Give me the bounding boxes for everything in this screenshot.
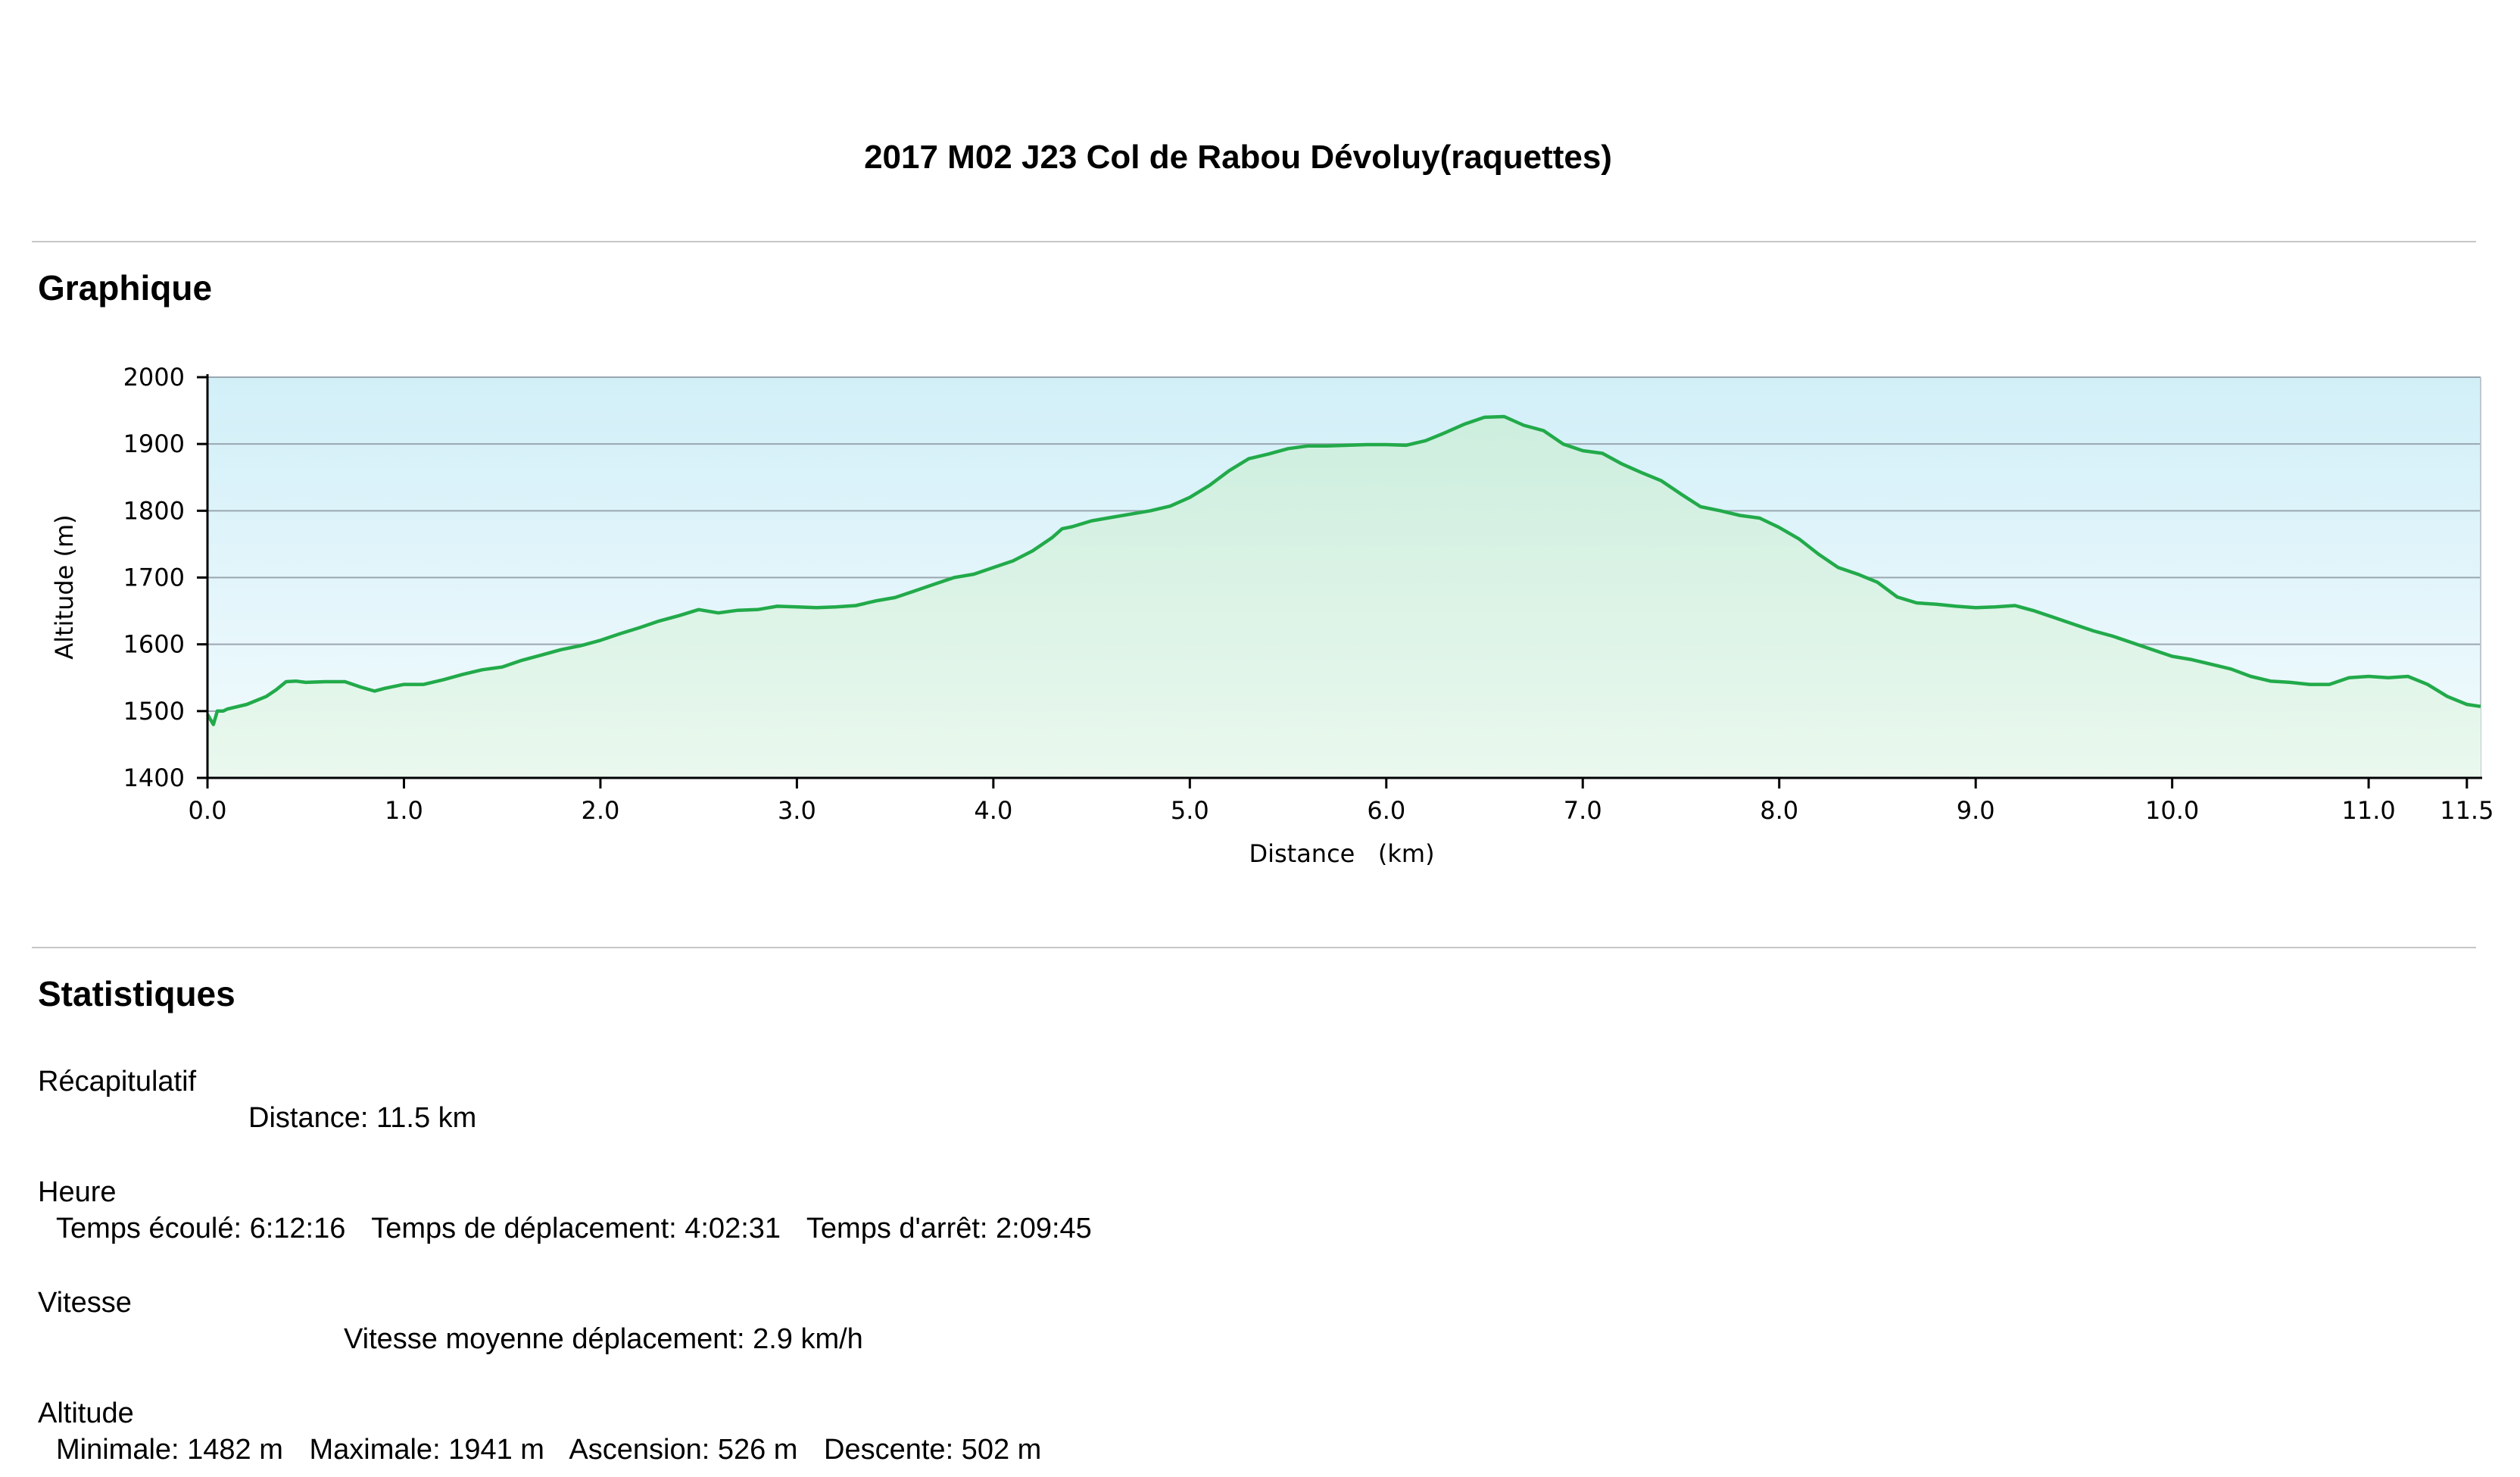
stats-recap-heading: Récapitulatif (38, 1066, 197, 1098)
y-axis-ticks: 1400 1500 1600 1700 1800 1900 2000 (123, 363, 207, 792)
y-tick-label: 1800 (123, 496, 185, 525)
chart-section-heading: Graphique (38, 268, 213, 308)
x-tick-label: 0.0 (189, 796, 227, 825)
y-tick-label: 1600 (123, 630, 185, 659)
elevation-area (207, 417, 2481, 778)
stats-vitesse-values: Vitesse moyenne déplacement: 2.9 km/h (38, 1321, 2461, 1357)
x-tick-label: 7.0 (1564, 796, 1602, 825)
stats-heure-heading: Heure (38, 1176, 117, 1208)
x-tick-label: 3.0 (778, 796, 816, 825)
stats-recap: Récapitulatif Distance: 11.5 km (38, 1063, 2461, 1136)
stats-altitude-values: Minimale: 1482 m Maximale: 1941 m Ascens… (38, 1432, 2461, 1468)
stats-heure: Heure Temps écoulé: 6:12:16 Temps de dép… (38, 1174, 2461, 1247)
y-tick-label: 1400 (123, 763, 185, 792)
stats-heure-values: Temps écoulé: 6:12:16 Temps de déplaceme… (38, 1210, 2461, 1247)
x-tick-label: 11.5 (2440, 796, 2493, 825)
stat-max-altitude: Maximale: 1941 m (309, 1434, 544, 1466)
stats-recap-values: Distance: 11.5 km (38, 1100, 2461, 1136)
y-tick-label: 1700 (123, 564, 185, 592)
x-tick-label: 11.0 (2341, 796, 2395, 825)
stat-elapsed-time: Temps écoulé: 6:12:16 (56, 1213, 346, 1244)
stats-vitesse-heading: Vitesse (38, 1287, 132, 1319)
stat-distance: Distance: 11.5 km (248, 1102, 477, 1134)
section-divider (32, 241, 2476, 242)
x-tick-label: 1.0 (385, 796, 423, 825)
x-tick-label: 6.0 (1367, 796, 1405, 825)
stats-altitude-heading: Altitude (38, 1397, 134, 1429)
stats-section-heading: Statistiques (38, 974, 235, 1013)
stats-altitude: Altitude Minimale: 1482 m Maximale: 1941… (38, 1395, 2461, 1468)
stats-vitesse: Vitesse Vitesse moyenne déplacement: 2.9… (38, 1285, 2461, 1357)
y-tick-label: 1500 (123, 697, 185, 726)
y-axis-label: Altitude (m) (50, 514, 79, 659)
x-tick-label: 5.0 (1171, 796, 1209, 825)
x-tick-label: 10.0 (2145, 796, 2199, 825)
x-tick-label: 9.0 (1957, 796, 1995, 825)
x-tick-label: 2.0 (581, 796, 619, 825)
y-tick-label: 2000 (123, 363, 185, 392)
stat-stopped-time: Temps d'arrêt: 2:09:45 (806, 1213, 1092, 1244)
stat-ascent: Ascension: 526 m (569, 1434, 798, 1466)
stat-moving-time: Temps de déplacement: 4:02:31 (371, 1213, 781, 1244)
y-tick-label: 1900 (123, 429, 185, 458)
x-axis-ticks: 0.0 1.0 2.0 3.0 4.0 5.0 6.0 7.0 8.0 9.0 10.0 11.0 11… (189, 778, 2493, 825)
page-title: 2017 M02 J23 Col de Rabou Dévoluy(raquet… (864, 139, 1612, 176)
stat-moving-speed: Vitesse moyenne déplacement: 2.9 km/h (344, 1323, 863, 1355)
x-tick-label: 8.0 (1760, 796, 1798, 825)
x-tick-label: 4.0 (974, 796, 1012, 825)
elevation-line (206, 414, 2481, 726)
stat-descent: Descente: 502 m (824, 1434, 1042, 1466)
section-divider (32, 947, 2476, 948)
elevation-profile-chart: 1400 1500 1600 1700 1800 1900 2000 0.0 1.0 2.0 3.… (50, 363, 2493, 868)
stat-min-altitude: Minimale: 1482 m (56, 1434, 283, 1466)
x-axis-label: Distance (km) (1249, 839, 1434, 868)
